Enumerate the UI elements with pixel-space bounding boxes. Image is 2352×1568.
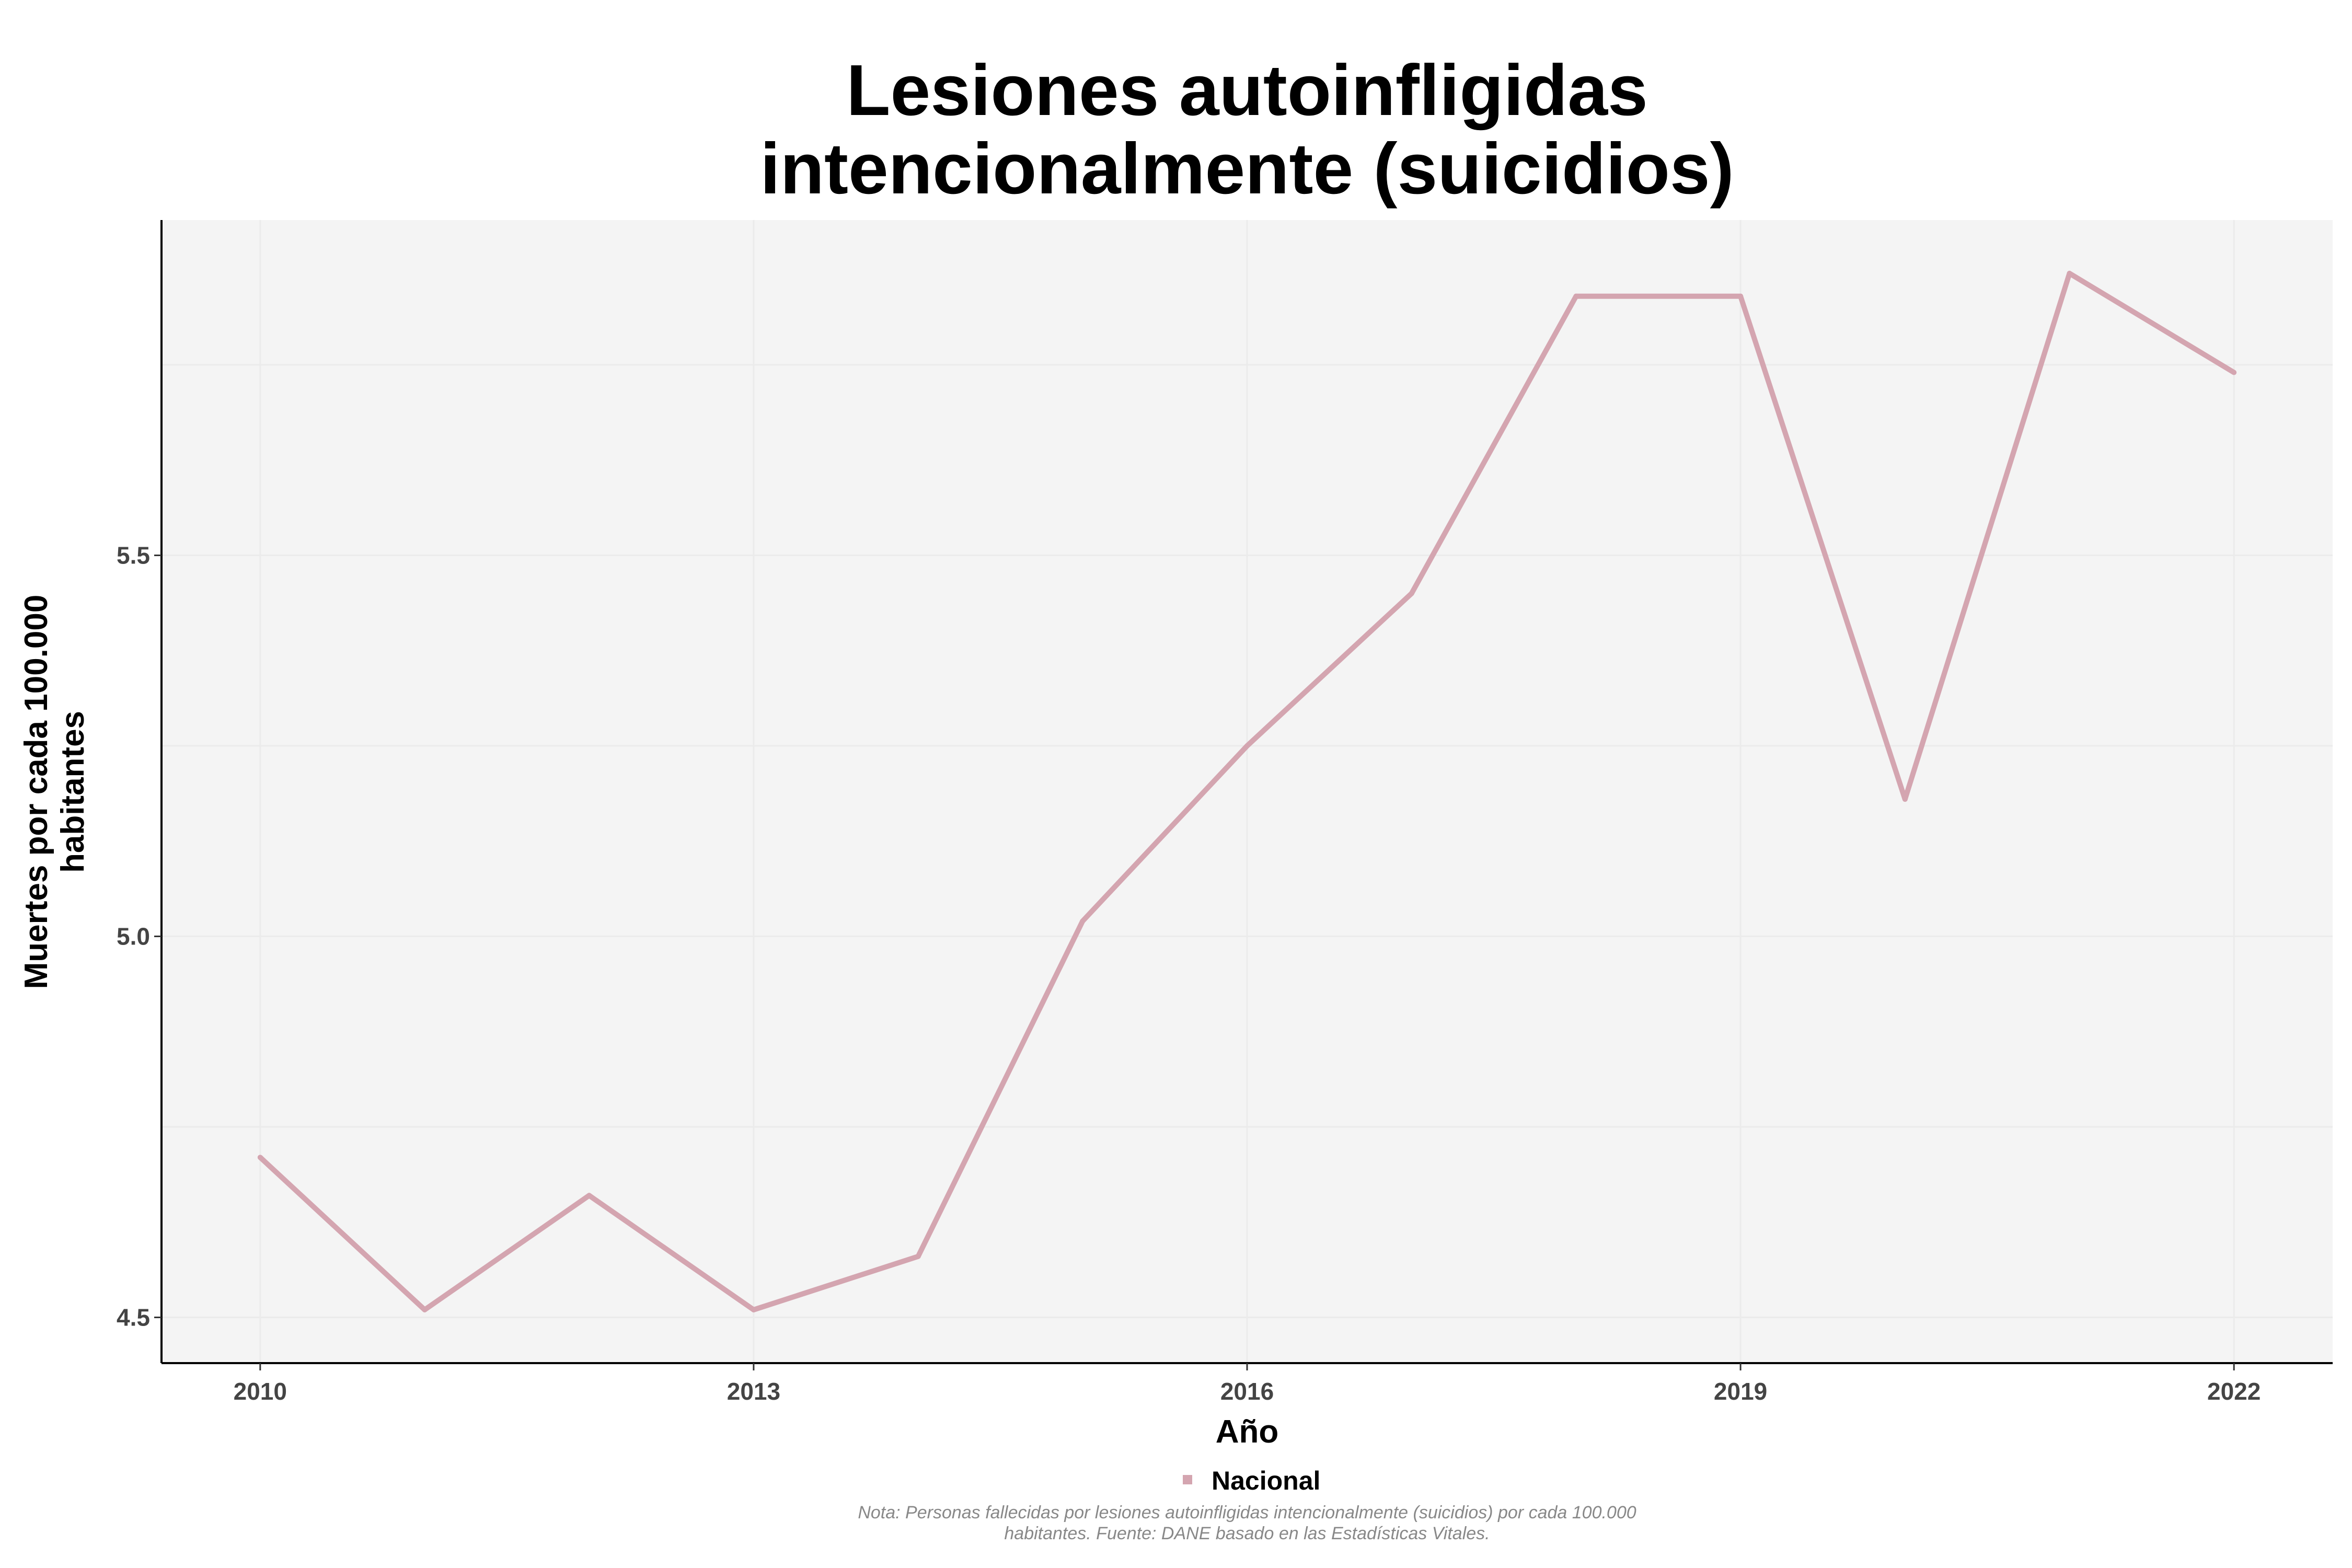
data-point: [2231, 370, 2237, 375]
y-axis-title-line-1: Muertes por cada 100.000: [18, 595, 54, 989]
y-tick-label: 4.5: [117, 1304, 150, 1331]
x-tick-label: 2022: [2207, 1378, 2261, 1405]
data-point: [422, 1307, 428, 1312]
x-tick-label: 2019: [1714, 1378, 1767, 1405]
y-tick-label: 5.5: [117, 542, 150, 569]
data-point: [1080, 918, 1086, 924]
data-point: [1409, 591, 1414, 596]
data-point: [1573, 293, 1579, 299]
y-tick-label: 5.0: [117, 923, 150, 950]
chart-title-line-2: intencionalmente (suicidios): [760, 129, 1734, 209]
legend-key-nacional: [1183, 1475, 1192, 1484]
data-point: [586, 1193, 592, 1198]
grid-lines: [162, 220, 2333, 1363]
chart-title-line-1: Lesiones autoinfligidas: [846, 50, 1648, 131]
data-point: [1244, 743, 1250, 749]
x-tick-label: 2013: [727, 1378, 780, 1405]
x-tick-label: 2016: [1220, 1378, 1274, 1405]
data-point: [257, 1155, 263, 1160]
x-axis-title: Año: [1216, 1414, 1279, 1450]
legend-label-nacional: Nacional: [1212, 1466, 1320, 1495]
data-point: [915, 1253, 921, 1259]
data-point: [1738, 293, 1744, 299]
data-point: [2067, 271, 2072, 276]
data-point: [751, 1307, 756, 1312]
note-line-1: Nota: Personas fallecidas por lesiones a…: [858, 1503, 1636, 1523]
note-line-2: habitantes. Fuente: DANE basado en las E…: [1004, 1524, 1490, 1543]
x-tick-label: 2010: [234, 1378, 287, 1405]
data-point: [1902, 797, 1908, 802]
y-axis-title-line-2: habitantes: [55, 711, 91, 873]
